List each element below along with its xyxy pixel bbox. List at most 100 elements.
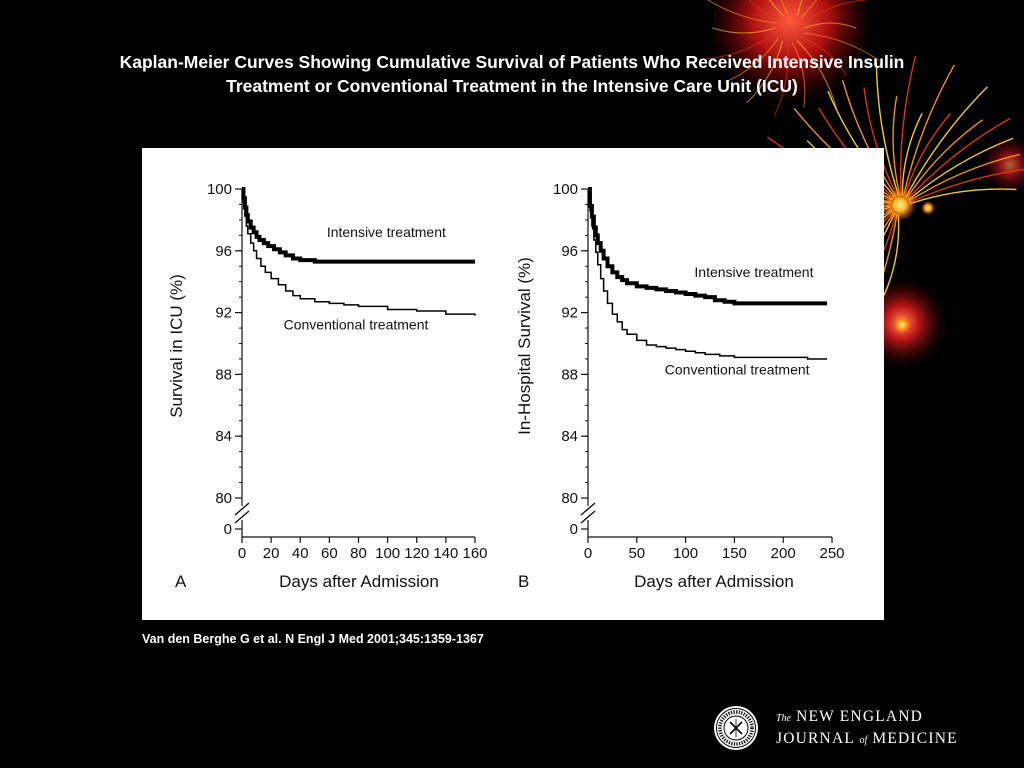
- firework-ray: [907, 117, 1011, 200]
- firework-ray: [800, 37, 847, 76]
- slide-title: Kaplan-Meier Curves Showing Cumulative S…: [20, 50, 1004, 98]
- logo-medicine: MEDICINE: [872, 730, 958, 747]
- x-tick-label: 150: [722, 545, 747, 562]
- survival-curve-intensive-treatment: [587, 187, 828, 306]
- x-tick-label: 40: [292, 545, 309, 562]
- firework-ray: [803, 32, 880, 61]
- nejm-seal-icon: [714, 706, 758, 750]
- slide-title-line-1: Kaplan-Meier Curves Showing Cumulative S…: [119, 52, 905, 72]
- nejm-logo: The NEW ENGLAND JOURNAL of MEDICINE: [712, 704, 1002, 752]
- x-tick-label: 140: [433, 545, 458, 562]
- x-tick-label: 50: [628, 545, 645, 562]
- firework-ray: [899, 55, 916, 196]
- red-orb: [712, 0, 868, 106]
- firework-ray: [908, 168, 1024, 204]
- firework-ray: [892, 95, 901, 196]
- x-tick-label: 100: [673, 545, 698, 562]
- y-axis-title: In-Hospital Survival (%): [515, 257, 534, 435]
- y-tick-label: 96: [561, 243, 578, 260]
- y-tick-label: 100: [207, 181, 232, 198]
- y-tick-label: 96: [215, 243, 232, 260]
- km-panel-b: 80 84 88 92 96 100 00 50 100 150 200 250 In-Hospital…: [515, 181, 845, 591]
- axis-break-mark: [580, 510, 596, 524]
- firework-ray: [863, 87, 898, 197]
- y-tick-label: 84: [215, 428, 232, 445]
- firework-ray: [904, 113, 951, 197]
- firework-ray: [883, 214, 900, 296]
- x-tick-label: 60: [321, 545, 338, 562]
- x-axis-title: Days after Admission: [634, 572, 794, 591]
- firework-ray: [875, 61, 900, 196]
- firework-ray: [907, 137, 1014, 201]
- firework-ray: [748, 0, 780, 19]
- x-tick-label: 20: [263, 545, 280, 562]
- firework-ray: [707, 0, 777, 24]
- logo-line-1: NEW ENGLAND: [796, 708, 924, 725]
- firework-ray: [712, 27, 776, 34]
- firework-ray: [796, 40, 837, 109]
- x-tick-label: 250: [819, 545, 844, 562]
- logo-of: of: [859, 735, 868, 746]
- y-tick-label: 80: [215, 490, 232, 507]
- firework-ray: [780, 0, 788, 14]
- panel-letter: B: [518, 572, 529, 591]
- axis-break-mark: [580, 502, 596, 516]
- firework-ray: [905, 86, 988, 198]
- x-tick-label: 0: [584, 545, 592, 562]
- x-tick-label: 120: [404, 545, 429, 562]
- firework-ray: [800, 0, 818, 19]
- panel-letter: A: [175, 572, 187, 591]
- y-tick-label-zero: 0: [224, 521, 232, 538]
- firework-ray: [768, 0, 784, 16]
- y-tick-label: 92: [561, 305, 578, 322]
- x-axis-title: Days after Admission: [279, 572, 439, 591]
- x-tick-label: 100: [375, 545, 400, 562]
- figure-panel: 80 84 88 92 96 100 0 0 20 40 60 80 100 120 140 160 Survi…: [142, 148, 884, 620]
- y-tick-label: 80: [561, 490, 578, 507]
- red-orb: [980, 135, 1024, 195]
- curve-annotation: Intensive treatment: [327, 224, 446, 240]
- firework-ray: [908, 153, 1020, 202]
- firework-ray: [906, 119, 984, 199]
- firework-ray: [901, 113, 923, 196]
- y-tick-label: 88: [215, 366, 232, 383]
- firework-ray: [796, 0, 803, 16]
- firework-ray: [746, 40, 784, 104]
- x-tick-label: 160: [462, 545, 487, 562]
- logo-journal: JOURNAL: [776, 730, 855, 747]
- firework-ray: [704, 32, 777, 60]
- slide-title-line-2: Treatment or Conventional Treatment in t…: [226, 76, 798, 96]
- y-axis-title: Survival in ICU (%): [167, 274, 186, 418]
- y-tick-label: 88: [561, 366, 578, 383]
- axis-break-mark: [234, 510, 250, 524]
- spark-glow: [893, 316, 911, 334]
- firework-ray: [791, 0, 794, 14]
- firework-ray: [902, 64, 955, 197]
- curve-annotation: Intensive treatment: [694, 264, 813, 280]
- x-tick-label: 200: [771, 545, 796, 562]
- y-tick-label: 84: [561, 428, 578, 445]
- y-tick-label-zero: 0: [570, 521, 578, 538]
- firework-ray: [803, 0, 869, 24]
- y-tick-label: 100: [553, 181, 578, 198]
- survival-curve-conventional-treatment: [588, 188, 828, 360]
- firework-ray: [792, 42, 806, 108]
- citation: Van den Berghe G et al. N Engl J Med 200…: [142, 632, 484, 646]
- axis-break-mark: [234, 502, 250, 516]
- firework-ray: [827, 91, 896, 198]
- firework-ray: [773, 42, 789, 117]
- survival-curve-conventional-treatment: [242, 188, 476, 316]
- y-tick-label: 92: [215, 305, 232, 322]
- spark-glow: [884, 189, 916, 221]
- nejm-wordmark: The NEW ENGLAND JOURNAL of MEDICINE: [776, 707, 958, 751]
- firework-ray: [804, 22, 857, 29]
- spark-glow: [921, 201, 935, 215]
- x-tick-label: 0: [238, 545, 246, 562]
- firework-ray: [842, 80, 897, 197]
- x-tick-label: 80: [350, 545, 367, 562]
- curve-annotation: Conventional treatment: [665, 361, 810, 377]
- curve-annotation: Conventional treatment: [284, 317, 429, 333]
- firework-ray: [909, 188, 1017, 205]
